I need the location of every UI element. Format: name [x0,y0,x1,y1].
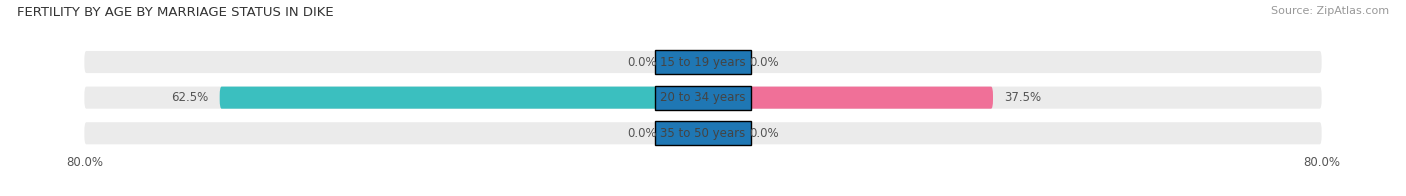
Text: 35 to 50 years: 35 to 50 years [661,127,745,140]
FancyBboxPatch shape [703,87,993,109]
Text: 37.5%: 37.5% [1004,91,1042,104]
FancyBboxPatch shape [703,51,742,73]
Text: 0.0%: 0.0% [627,127,657,140]
FancyBboxPatch shape [703,122,742,144]
Text: 15 to 19 years: 15 to 19 years [661,55,745,69]
FancyBboxPatch shape [665,122,703,144]
FancyBboxPatch shape [665,51,703,73]
FancyBboxPatch shape [84,51,1322,73]
FancyBboxPatch shape [84,122,1322,144]
Text: 0.0%: 0.0% [627,55,657,69]
FancyBboxPatch shape [84,87,1322,109]
Text: FERTILITY BY AGE BY MARRIAGE STATUS IN DIKE: FERTILITY BY AGE BY MARRIAGE STATUS IN D… [17,6,333,19]
Text: 62.5%: 62.5% [172,91,208,104]
FancyBboxPatch shape [219,87,703,109]
Text: 0.0%: 0.0% [749,127,779,140]
Text: 0.0%: 0.0% [749,55,779,69]
Text: 20 to 34 years: 20 to 34 years [661,91,745,104]
Text: Source: ZipAtlas.com: Source: ZipAtlas.com [1271,6,1389,16]
